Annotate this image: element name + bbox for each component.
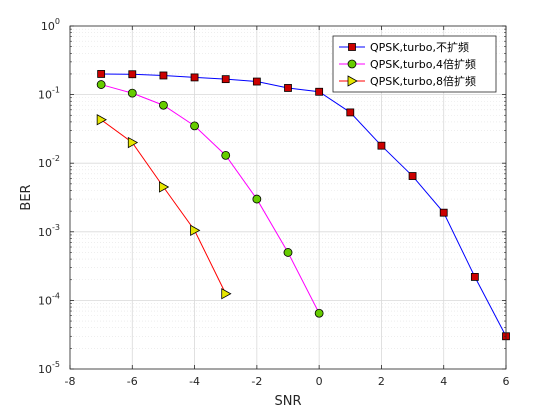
series-1-point: [346, 108, 355, 117]
series-1-point: [252, 77, 261, 86]
series-1-point: [284, 84, 292, 92]
y-axis-label: BER: [19, 184, 34, 210]
y-tick-label: 10-1: [38, 86, 60, 102]
series-1-point: [159, 71, 168, 80]
axes-box: [69, 25, 507, 370]
x-tick-label: -6: [127, 375, 138, 388]
y-tick-label: 10-5: [38, 360, 60, 376]
legend-marker: [347, 59, 357, 69]
legend-marker: [348, 43, 356, 51]
series-1-point: [190, 73, 199, 82]
series-2-line: [101, 84, 320, 314]
x-tick-label: 0: [316, 375, 323, 388]
series-3-point: [221, 288, 232, 300]
series-2-point: [96, 80, 106, 89]
series-3-point: [96, 114, 107, 126]
series-2-point: [190, 121, 199, 131]
series-1-point: [408, 172, 417, 180]
x-tick-label: -8: [65, 375, 76, 388]
axes: [69, 25, 507, 370]
x-tick-label: -4: [189, 375, 200, 388]
series-3-point: [127, 136, 139, 149]
x-tick-label: 2: [378, 375, 385, 388]
legend-entry-1: QPSK,turbo,不扩频: [339, 40, 469, 54]
series-3-point: [159, 181, 170, 193]
series-1-point: [470, 273, 479, 281]
series-1: [97, 70, 510, 341]
legend-label: QPSK,turbo,4倍扩频: [370, 57, 476, 71]
series-1-point: [315, 87, 324, 96]
y-tick-label: 100: [41, 17, 60, 33]
y-tick-label: 10-4: [38, 291, 60, 307]
legend: QPSK,turbo,不扩频 QPSK,turbo,4倍扩频 QPSK,turbo,…: [332, 35, 497, 93]
x-tick-label: -2: [251, 375, 262, 388]
series-2-point: [127, 88, 137, 98]
x-tick-label: 6: [503, 375, 510, 388]
series-1-point: [128, 70, 137, 79]
y-tick-label: 10-2: [38, 154, 60, 170]
series-layer: [96, 70, 510, 341]
legend-label: QPSK,turbo,8倍扩频: [370, 74, 476, 88]
legend-marker: [347, 75, 358, 87]
tick-labels: -8 -6 -4 -2 0 2 4 6 10-5 10-4 10-3 10-2 10-1 100: [38, 17, 509, 388]
series-1-line: [101, 73, 507, 337]
series-1-point: [439, 208, 448, 217]
series-1-point: [221, 75, 230, 84]
series-2-point: [283, 248, 293, 257]
legend-label: QPSK,turbo,不扩频: [370, 40, 469, 54]
series-2-point: [314, 308, 324, 318]
legend-entry-2: QPSK,turbo,4倍扩频: [339, 57, 476, 71]
series-3-point: [190, 224, 201, 237]
series-2-point: [159, 100, 168, 110]
x-axis-label: SNR: [274, 394, 301, 409]
series-3: [96, 114, 232, 300]
y-tick-label: 10-3: [38, 223, 60, 239]
series-1-point: [377, 141, 386, 150]
watermark-text: CSDN @我爱C编程: [433, 387, 548, 402]
series-1-point: [97, 70, 106, 78]
x-tick-label: 4: [440, 375, 447, 388]
series-2-point: [252, 194, 262, 204]
legend-entry-3: QPSK,turbo,8倍扩频: [339, 74, 476, 88]
series-2: [96, 80, 324, 318]
series-2-point: [221, 150, 231, 160]
